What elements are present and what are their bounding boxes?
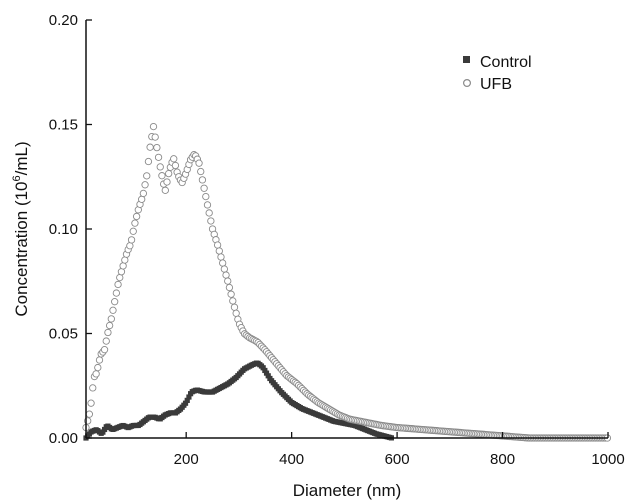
legend: Control UFB <box>463 54 532 93</box>
data-point-control <box>265 373 271 379</box>
data-point-ufb <box>215 247 223 255</box>
data-point-ufb <box>143 172 151 180</box>
data-point-ufb <box>197 167 205 176</box>
data-point-ufb <box>127 236 136 244</box>
data-point-ufb <box>85 410 94 418</box>
x-axis-ticks: 200 400 600 800 1000 <box>174 432 625 468</box>
data-point-ufb <box>126 242 134 250</box>
series-layer <box>82 122 612 442</box>
data-point-ufb <box>92 370 100 378</box>
data-point-ufb <box>171 161 180 170</box>
data-point-ufb <box>220 265 229 273</box>
data-point-control <box>262 367 268 374</box>
data-point-ufb <box>213 241 222 249</box>
data-point-ufb <box>151 133 159 141</box>
data-point-control <box>186 394 192 400</box>
data-point-ufb <box>165 169 173 178</box>
data-point-control <box>260 365 266 371</box>
data-point-control <box>184 397 190 403</box>
x-tick-label: 400 <box>279 451 304 468</box>
legend-marker-ufb <box>463 78 472 87</box>
x-tick-label: 1000 <box>591 451 624 468</box>
x-tick-label: 200 <box>174 451 199 468</box>
data-point-ufb <box>232 309 240 317</box>
data-point-ufb <box>222 271 230 279</box>
data-point-ufb <box>139 189 148 198</box>
data-point-ufb <box>227 290 235 298</box>
data-point-ufb <box>229 297 237 305</box>
y-tick-label: 0.00 <box>49 430 78 447</box>
data-point-ufb <box>112 289 121 297</box>
data-point-ufb <box>163 178 171 186</box>
data-point-ufb <box>95 356 104 364</box>
legend-label-control: Control <box>480 54 532 71</box>
data-point-ufb <box>89 384 97 392</box>
y-axis-title-suffix: /mL) <box>12 141 31 175</box>
data-point-ufb <box>129 227 137 235</box>
y-tick-label: 0.15 <box>49 117 78 134</box>
data-point-ufb <box>114 280 122 289</box>
data-point-ufb <box>170 155 178 163</box>
x-tick-label: 800 <box>490 451 515 468</box>
y-axis-title-prefix: Concentration (10 <box>12 181 31 316</box>
y-axis-ticks: 0.00 0.05 0.10 0.15 0.20 <box>49 12 92 447</box>
data-point-ufb <box>158 172 166 180</box>
data-point-ufb <box>94 363 102 372</box>
data-point-control <box>182 400 189 406</box>
series-ufb <box>82 122 612 442</box>
data-point-ufb <box>87 399 95 407</box>
data-point-ufb <box>198 176 207 184</box>
data-point-ufb <box>154 153 163 161</box>
y-axis-title-superscript: 6 <box>11 175 23 181</box>
data-point-ufb <box>111 298 119 306</box>
data-point-ufb <box>109 306 117 314</box>
data-point-ufb <box>217 253 225 261</box>
data-point-ufb <box>132 212 141 221</box>
data-point-ufb <box>121 256 129 264</box>
plot-area <box>82 20 612 442</box>
data-point-ufb <box>207 217 215 225</box>
y-axis-title: Concentration (106/mL) <box>11 141 31 316</box>
data-point-ufb <box>161 186 169 194</box>
data-point-ufb <box>107 315 115 323</box>
data-point-ufb <box>146 143 154 151</box>
data-point-ufb <box>117 268 126 276</box>
y-tick-label: 0.10 <box>49 221 78 238</box>
data-point-ufb <box>156 163 164 171</box>
legend-label-ufb: UFB <box>480 76 512 93</box>
data-point-ufb <box>105 321 114 330</box>
data-point-ufb <box>200 184 208 192</box>
data-point-ufb <box>138 195 146 203</box>
data-point-control <box>100 429 106 435</box>
data-point-ufb <box>119 262 127 270</box>
x-tick-label: 600 <box>385 451 410 468</box>
data-point-ufb <box>205 209 213 217</box>
data-point-ufb <box>149 122 158 131</box>
data-point-ufb <box>195 159 203 167</box>
data-point-ufb <box>202 192 210 201</box>
y-tick-label: 0.20 <box>49 12 78 29</box>
data-point-ufb <box>141 181 149 189</box>
data-point-ufb <box>131 219 139 227</box>
data-point-ufb <box>100 346 109 354</box>
data-point-ufb <box>144 157 153 166</box>
data-point-ufb <box>116 273 124 282</box>
data-point-ufb <box>104 328 112 337</box>
data-point-ufb <box>225 283 234 292</box>
data-point-ufb <box>153 143 161 152</box>
data-point-ufb <box>224 277 232 285</box>
x-axis-title: Diameter (nm) <box>293 481 402 500</box>
data-point-ufb <box>102 337 110 345</box>
legend-marker-control <box>463 56 470 63</box>
data-point-ufb <box>203 201 212 209</box>
data-point-ufb <box>230 303 239 311</box>
data-point-control <box>263 370 270 376</box>
data-point-ufb <box>219 259 227 267</box>
y-tick-label: 0.05 <box>49 326 78 343</box>
data-point-control <box>101 426 108 433</box>
plot-background <box>86 20 608 438</box>
